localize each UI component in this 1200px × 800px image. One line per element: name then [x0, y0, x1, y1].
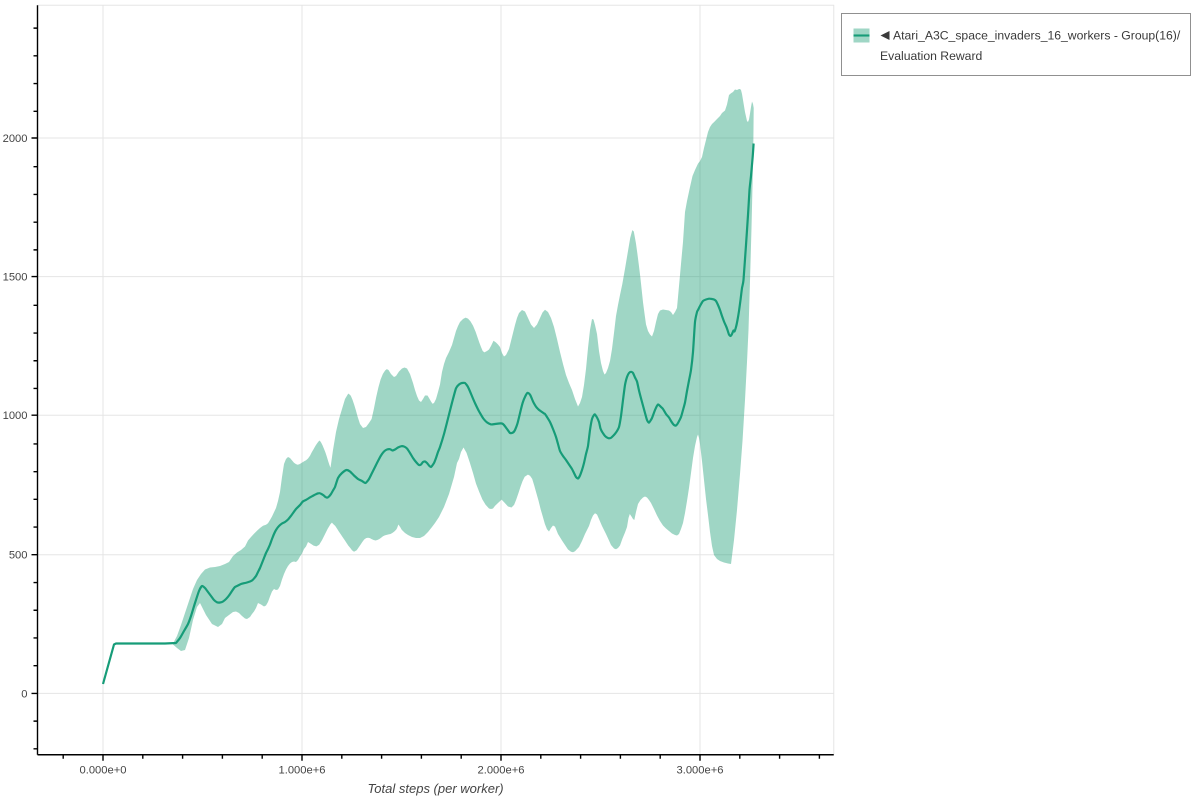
svg-text:Evaluation Reward: Evaluation Reward: [880, 49, 982, 63]
svg-text:Total steps (per worker): Total steps (per worker): [368, 781, 504, 796]
svg-text:3.000e+6: 3.000e+6: [677, 765, 724, 777]
svg-text:0.000e+0: 0.000e+0: [80, 765, 127, 777]
svg-text:1.000e+6: 1.000e+6: [279, 765, 326, 777]
svg-text:1000: 1000: [3, 410, 28, 422]
svg-text:2.000e+6: 2.000e+6: [478, 765, 525, 777]
svg-text:2000: 2000: [3, 133, 28, 145]
svg-text:Atari_A3C_space_invaders_16_wo: Atari_A3C_space_invaders_16_workers - Gr…: [893, 29, 1181, 43]
svg-text:0: 0: [21, 688, 27, 700]
svg-text:1500: 1500: [3, 272, 28, 284]
svg-text:500: 500: [9, 550, 28, 562]
